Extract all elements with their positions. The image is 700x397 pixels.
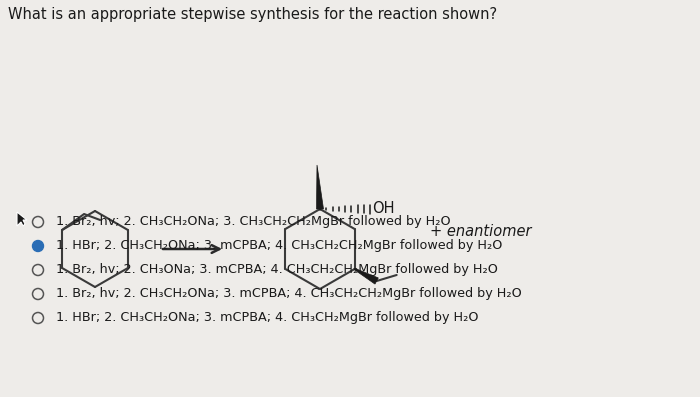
- Text: + enantiomer: + enantiomer: [430, 224, 531, 239]
- Polygon shape: [17, 212, 27, 226]
- Text: What is an appropriate stepwise synthesis for the reaction shown?: What is an appropriate stepwise synthesi…: [8, 7, 497, 22]
- Text: 1. Br₂, hv; 2. CH₃CH₂ONa; 3. CH₃CH₂CH₂MgBr followed by H₂O: 1. Br₂, hv; 2. CH₃CH₂ONa; 3. CH₃CH₂CH₂Mg…: [56, 216, 451, 229]
- Polygon shape: [316, 165, 323, 209]
- Text: 1. HBr; 2. CH₃CH₂ONa; 3. mCPBA; 4. CH₃CH₂CH₂MgBr followed by H₂O: 1. HBr; 2. CH₃CH₂ONa; 3. mCPBA; 4. CH₃CH…: [56, 239, 503, 252]
- Text: 1. Br₂, hv; 2. CH₃CH₂ONa; 3. mCPBA; 4. CH₃CH₂CH₂MgBr followed by H₂O: 1. Br₂, hv; 2. CH₃CH₂ONa; 3. mCPBA; 4. C…: [56, 287, 522, 301]
- Polygon shape: [354, 268, 378, 284]
- Text: OH: OH: [372, 201, 395, 216]
- Text: 1. Br₂, hv; 2. CH₃ONa; 3. mCPBA; 4. CH₃CH₂CH₂MgBr followed by H₂O: 1. Br₂, hv; 2. CH₃ONa; 3. mCPBA; 4. CH₃C…: [56, 264, 498, 276]
- Circle shape: [32, 241, 43, 252]
- Text: 1. HBr; 2. CH₃CH₂ONa; 3. mCPBA; 4. CH₃CH₂MgBr followed by H₂O: 1. HBr; 2. CH₃CH₂ONa; 3. mCPBA; 4. CH₃CH…: [56, 312, 479, 324]
